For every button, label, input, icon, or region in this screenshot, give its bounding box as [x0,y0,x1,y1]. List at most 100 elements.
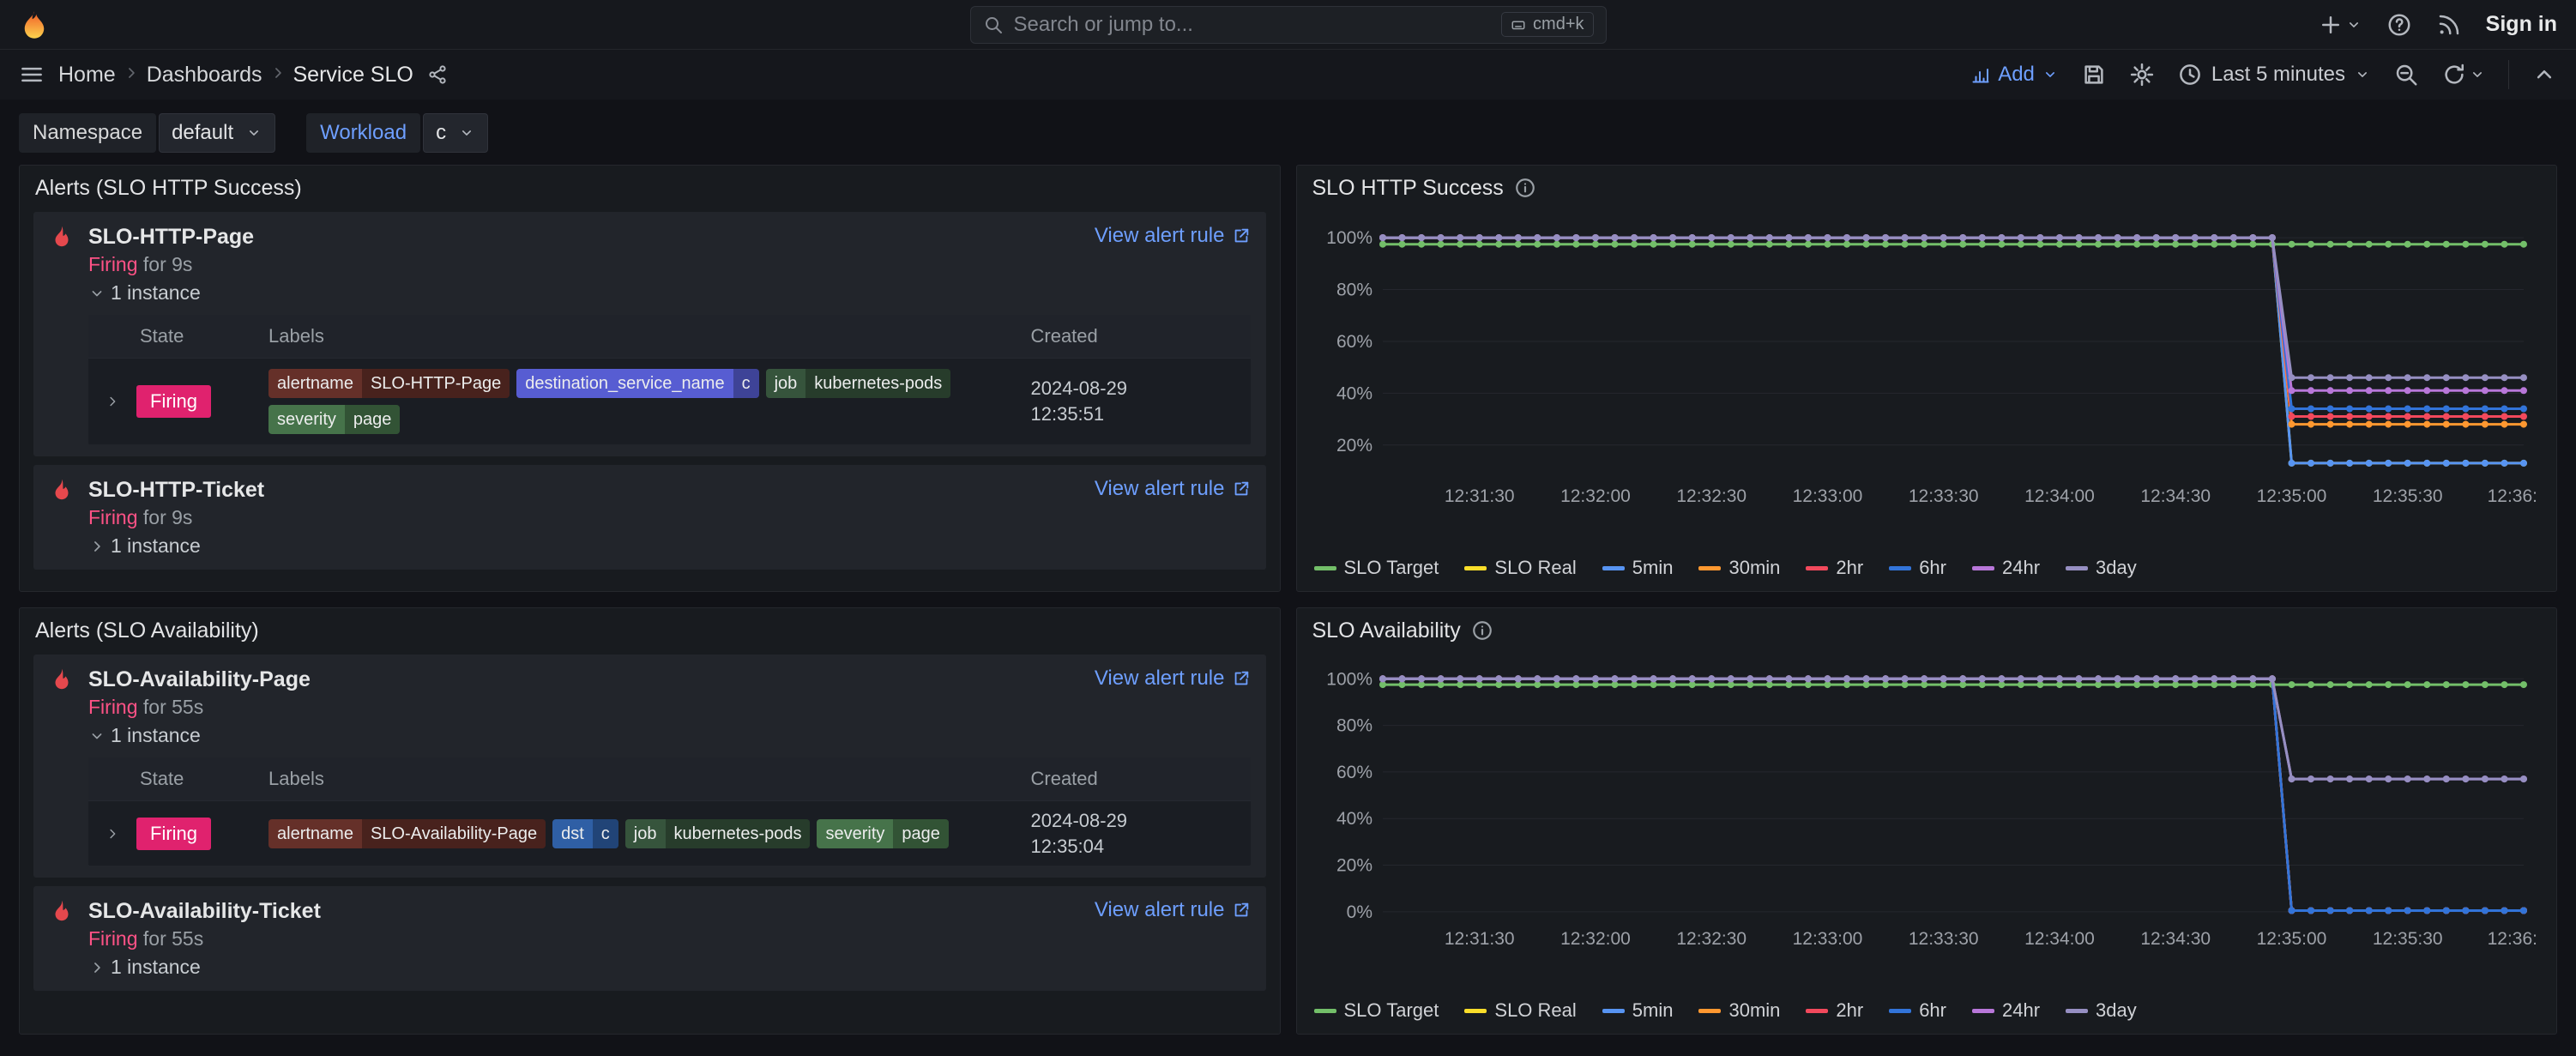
workload-label: Workload [306,113,421,153]
mega-menu-button[interactable] [19,62,45,87]
toolbar-actions: Add Last 5 minutes [1970,60,2557,89]
firing-state: Firing [88,253,138,275]
col-created: Created [1030,768,1098,789]
svg-text:12:32:00: 12:32:00 [1560,486,1631,506]
slo-availability-chart[interactable]: 0% 20% 40% 60% 80% 100% 12:31:30 12:32:00 12:32:… [1314,653,2539,955]
info-icon[interactable] [1514,177,1536,199]
add-panel-button[interactable]: Add [1970,63,2059,87]
plus-icon [2318,12,2344,38]
namespace-select[interactable]: default [159,113,276,153]
legend-item[interactable]: 3day [2066,557,2137,579]
row-expander[interactable] [88,826,136,842]
view-alert-rule-link[interactable]: View alert rule [1095,898,1251,922]
svg-text:12:35:30: 12:35:30 [2373,929,2443,949]
external-link-icon [1232,480,1251,498]
search-input[interactable] [1013,12,1492,37]
collapse-toolbar-button[interactable] [2531,62,2557,87]
alert-name: SLO-Availability-Page [88,667,311,691]
legend-item[interactable]: 6hr [1889,557,1946,579]
created-time: 12:35:51 [1030,403,1105,425]
share-button[interactable] [427,64,448,85]
instances-table: State Labels Created Firing alertname SLO… [88,757,1251,866]
variable-namespace: Namespace default [19,113,276,153]
external-link-icon [1232,901,1251,920]
label-key: dst [561,824,584,843]
created-date: 2024-08-29 [1030,377,1128,400]
external-link-icon [1232,226,1251,245]
clock-icon [2177,62,2203,87]
svg-text:12:33:00: 12:33:00 [1792,486,1862,506]
svg-text:60%: 60% [1336,332,1372,352]
help-button[interactable] [2386,12,2412,38]
view-alert-rule-link[interactable]: View alert rule [1095,224,1251,248]
news-button[interactable] [2436,12,2462,38]
panel-title[interactable]: Alerts (SLO HTTP Success) [20,166,1280,210]
dashboard-settings-button[interactable] [2129,62,2155,87]
legend-item[interactable]: 6hr [1889,999,1946,1022]
label-value: SLO-Availability-Page [361,818,546,848]
save-icon [2081,62,2107,87]
legend-item[interactable]: 24hr [1971,557,2040,579]
time-range-picker[interactable]: Last 5 minutes [2177,62,2371,87]
panel-title[interactable]: SLO HTTP Success [1297,166,2557,210]
keyboard-icon [1511,17,1526,33]
legend-item[interactable]: 2hr [1806,557,1863,579]
svg-text:100%: 100% [1326,228,1372,248]
instances-toggle[interactable]: 1 instance [88,724,1095,747]
alert-item-slo-availability-page: SLO-Availability-Page Firing for 55s 1 i… [33,655,1266,878]
legend-item[interactable]: SLO Target [1313,999,1439,1022]
search-box[interactable]: cmd+k [969,5,1607,44]
svg-text:0%: 0% [1346,902,1372,922]
info-icon[interactable] [1471,619,1493,642]
state-cell: Firing [136,385,265,418]
view-alert-rule-text: View alert rule [1094,898,1225,922]
chart-legend: SLO Target SLO Real 5min 30min 2hr 6hr 24hr 3da… [1297,553,2557,591]
panel-title[interactable]: Alerts (SLO Availability) [20,608,1280,653]
legend-item[interactable]: 30min [1698,999,1780,1022]
view-alert-rule-link[interactable]: View alert rule [1095,667,1251,691]
col-created: Created [1030,325,1098,347]
legend-item[interactable]: 24hr [1971,999,2040,1022]
chevron-up-icon [2531,62,2557,87]
breadcrumb-current[interactable]: Service SLO [293,62,413,87]
slo-http-success-chart[interactable]: 20% 40% 60% 80% 100% 12:31:30 12:32:00 12:32:30… [1314,210,2539,512]
view-alert-rule-link[interactable]: View alert rule [1095,477,1251,501]
svg-text:12:34:30: 12:34:30 [2140,929,2211,949]
svg-text:40%: 40% [1336,383,1372,403]
panel-title[interactable]: SLO Availability [1297,608,2557,653]
label-chip: job kubernetes-pods [765,369,951,398]
rss-icon [2436,12,2462,38]
breadcrumb-dashboards[interactable]: Dashboards [146,62,262,87]
legend-item[interactable]: 5min [1602,557,1673,579]
row-expander[interactable] [88,394,136,409]
legend-item[interactable]: SLO Real [1464,999,1577,1022]
svg-text:12:35:30: 12:35:30 [2373,486,2443,506]
instances-toggle[interactable]: 1 instance [88,281,1095,305]
namespace-label: Namespace [19,113,157,153]
legend-item[interactable]: 3day [2066,999,2137,1022]
legend-item[interactable]: SLO Real [1464,557,1577,579]
legend-item[interactable]: 5min [1602,999,1673,1022]
save-dashboard-button[interactable] [2081,62,2107,87]
firing-duration: for 9s [142,506,193,528]
chevron-down-icon [458,124,475,142]
firing-badge: Firing [136,385,212,418]
instances-toggle[interactable]: 1 instance [88,534,1095,558]
workload-select[interactable]: c [423,113,489,153]
sign-in-link[interactable]: Sign in [2485,12,2557,36]
shortcut-badge: cmd+k [1501,12,1594,37]
alert-firing-icon [49,667,88,698]
refresh-button[interactable] [2441,62,2486,87]
legend-item[interactable]: 2hr [1806,999,1863,1022]
alert-item-slo-http-page: SLO-HTTP-Page Firing for 9s 1 instance V… [33,212,1266,456]
alert-body: SLO-Availability-Page Firing for 55s 1 i… [88,667,1095,747]
legend-item[interactable]: 30min [1698,557,1780,579]
label-chip: job kubernetes-pods [624,818,811,848]
new-button[interactable] [2318,12,2362,38]
breadcrumb-home[interactable]: Home [58,62,116,87]
legend-item[interactable]: SLO Target [1313,557,1439,579]
instances-toggle[interactable]: 1 instance [88,956,1095,979]
svg-text:12:32:00: 12:32:00 [1560,929,1631,949]
grafana-logo[interactable] [19,9,50,40]
zoom-out-button[interactable] [2393,62,2419,87]
